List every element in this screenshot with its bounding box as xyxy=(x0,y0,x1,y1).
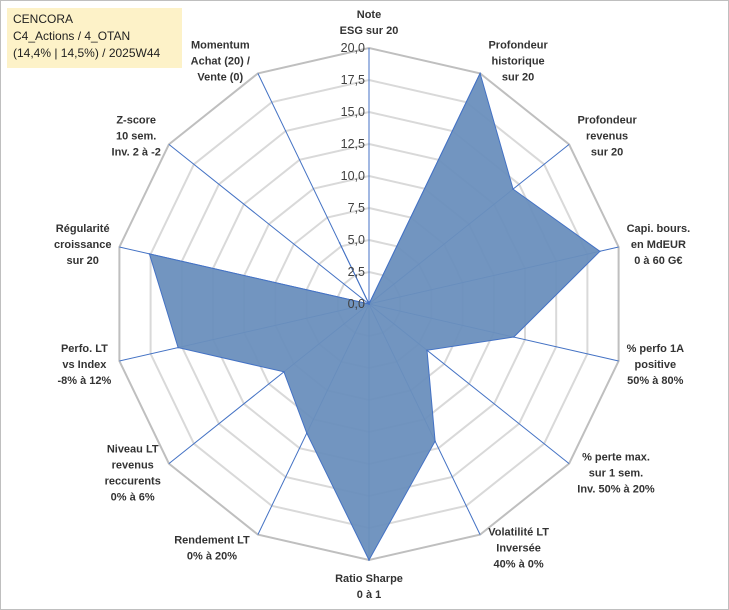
tick-label: 20,0 xyxy=(341,41,365,55)
axis-label: % perfo 1A positive 50% à 80% xyxy=(627,343,685,387)
series-point xyxy=(283,371,285,373)
title-line-2: C4_Actions / 4_OTAN xyxy=(13,29,131,43)
tick-label: 5,0 xyxy=(348,233,365,247)
axis-label: Niveau LT revenus reccurents 0% à 6% xyxy=(105,443,161,503)
axis-label: Profondeur revenus sur 20 xyxy=(577,115,637,159)
title-line-1: CENCORA xyxy=(13,12,74,26)
tick-label: 10,0 xyxy=(341,169,365,183)
axis-label: Profondeur historique sur 20 xyxy=(488,40,548,84)
series-point xyxy=(512,188,514,190)
tick-label: 7,5 xyxy=(348,201,365,215)
tick-label: 17,5 xyxy=(341,73,365,87)
axis-label: Perfo. LT vs Index -8% à 12% xyxy=(57,343,111,387)
series-point xyxy=(434,440,436,443)
axis-label: Volatilité LT Inversée 40% à 0% xyxy=(488,526,549,570)
axis-label: Z-score 10 sem. Inv. 2 à -2 xyxy=(112,115,161,159)
series-point xyxy=(513,336,515,338)
axis-label: Capi. bours. en MdEUR 0 à 60 G€ xyxy=(627,223,691,267)
axis-label: Ratio Sharpe 0 à 1 xyxy=(335,573,403,601)
axis-spoke xyxy=(168,144,370,305)
series-point xyxy=(479,72,481,75)
series-point xyxy=(148,253,151,255)
series-point xyxy=(368,303,370,305)
series-point xyxy=(306,432,308,435)
tick-label: 2,5 xyxy=(348,265,365,279)
axis-label: Rendement LT 0% à 20% xyxy=(174,534,250,562)
series-point xyxy=(338,242,341,244)
chart-title-box: CENCORA C4_Actions / 4_OTAN (14,4% | 14,… xyxy=(7,8,182,68)
radial-tick-labels: 0,0 2,5 5,0 7,5 10,0 12,5 15,0 17,5 20,0 xyxy=(341,41,365,311)
axis-label: Note ESG sur 20 xyxy=(340,9,399,37)
radar-series xyxy=(148,71,601,562)
tick-label: 0,0 xyxy=(348,297,365,311)
series-point xyxy=(426,349,428,352)
series-point xyxy=(177,346,179,349)
series-point xyxy=(368,559,370,561)
tick-label: 15,0 xyxy=(341,105,365,119)
axis-label: % perte max. sur 1 sem. Inv. 50% à 20% xyxy=(577,451,655,495)
series-point xyxy=(599,250,601,253)
tick-label: 12,5 xyxy=(341,137,365,151)
title-line-3: (14,4% | 14,5%) / 2025W44 xyxy=(13,46,161,60)
axis-label: Régularité croissance sur 20 xyxy=(54,223,111,267)
axis-labels: Note ESG sur 20 Profondeur historique sur 20… xyxy=(54,9,690,601)
axis-label: Momentum Achat (20) / Vente (0) xyxy=(191,40,250,84)
